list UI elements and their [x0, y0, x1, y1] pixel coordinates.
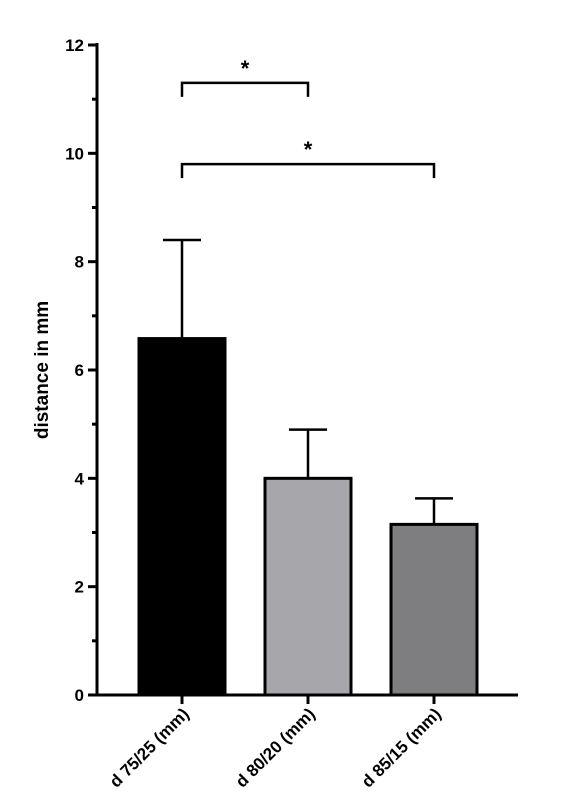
y-tick-label: 8: [75, 253, 84, 272]
significance-bracket: [180, 81, 310, 97]
error-bars-group: [163, 238, 453, 525]
significance-label: *: [304, 137, 313, 162]
y-tick-label: 4: [75, 469, 85, 488]
bar: [137, 337, 227, 697]
y-tick-label: 0: [75, 686, 84, 705]
x-tick-label: d 80/20 (mm): [232, 704, 319, 791]
significance-label: *: [241, 56, 250, 81]
bars-group: [137, 337, 479, 697]
y-tick-label: 2: [75, 578, 84, 597]
y-axis-title: distance in mm: [32, 301, 53, 439]
bar: [389, 522, 479, 697]
y-tick-label: 12: [65, 36, 84, 55]
x-tick-label: d 75/25 (mm): [106, 704, 193, 791]
significance-bracket: [180, 162, 436, 179]
significance-group: **: [180, 56, 436, 179]
x-tick-label: d 85/15 (mm): [358, 704, 445, 791]
y-tick-label: 10: [65, 144, 84, 163]
bar: [263, 476, 353, 697]
y-tick-label: 6: [75, 361, 84, 380]
